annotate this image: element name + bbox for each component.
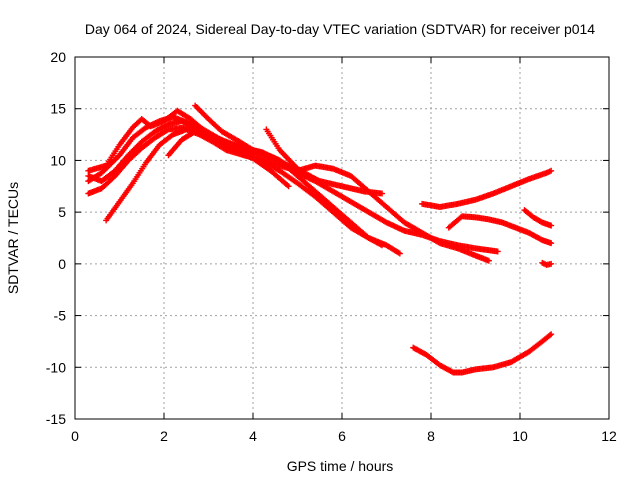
series-arc-12 xyxy=(539,259,555,268)
data-points xyxy=(85,102,555,376)
y-tick-label: -5 xyxy=(54,308,67,324)
data-point xyxy=(396,250,403,257)
data-point xyxy=(548,260,555,267)
x-tick-label: 4 xyxy=(249,428,257,444)
y-tick-label: -15 xyxy=(46,411,66,427)
x-tick-label: 6 xyxy=(338,428,346,444)
y-tick-label: 5 xyxy=(58,204,66,220)
series-arc-5 xyxy=(103,126,403,257)
series-arc-7 xyxy=(192,102,256,154)
y-tick-label: -10 xyxy=(46,359,66,375)
data-point xyxy=(546,332,553,339)
data-point xyxy=(548,331,555,338)
y-tick-label: 20 xyxy=(50,49,66,65)
series-arc-8 xyxy=(263,126,319,183)
x-axis-label: GPS time / hours xyxy=(287,458,394,474)
data-point xyxy=(285,183,292,190)
series-arc-6 xyxy=(165,128,386,249)
y-tick-label: 10 xyxy=(50,152,66,168)
x-tick-label: 0 xyxy=(71,428,79,444)
series-arc-9 xyxy=(419,167,555,210)
series-arc-13 xyxy=(410,331,555,376)
x-tick-label: 8 xyxy=(427,428,435,444)
x-tick-label: 10 xyxy=(512,428,528,444)
axis-ticks: 0 2 4 6 8 10 12 -15 -10 -5 0 5 10 15 20 xyxy=(46,49,617,444)
series-arc-11 xyxy=(521,207,555,229)
series-arc-3 xyxy=(85,118,501,255)
x-tick-label: 2 xyxy=(160,428,168,444)
x-tick-label: 12 xyxy=(601,428,617,444)
y-tick-label: 0 xyxy=(58,256,66,272)
grid xyxy=(75,57,609,419)
chart-title: Day 064 of 2024, Sidereal Day-to-day VTE… xyxy=(85,21,595,37)
series-arc-10 xyxy=(445,213,555,247)
data-point xyxy=(312,176,319,183)
data-point xyxy=(548,222,555,229)
data-point xyxy=(548,167,555,174)
data-point xyxy=(379,190,386,197)
data-point xyxy=(250,147,256,154)
data-point xyxy=(494,248,501,255)
data-point xyxy=(379,242,386,249)
data-point xyxy=(548,240,555,247)
y-tick-label: 15 xyxy=(50,101,66,117)
y-axis-label: SDTVAR / TECUs xyxy=(5,182,21,294)
data-point xyxy=(485,257,492,264)
